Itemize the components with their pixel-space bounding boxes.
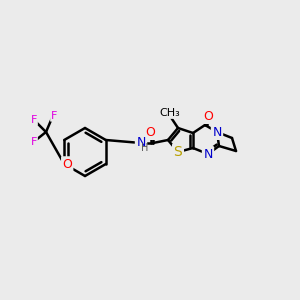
Text: N: N: [203, 148, 213, 160]
Text: O: O: [145, 125, 155, 139]
Text: F: F: [31, 137, 37, 147]
Text: N: N: [212, 125, 222, 139]
Text: F: F: [31, 115, 37, 125]
Text: S: S: [174, 145, 182, 159]
Text: N: N: [136, 136, 146, 149]
Text: O: O: [62, 158, 72, 170]
Text: CH₃: CH₃: [160, 108, 180, 118]
Text: H: H: [141, 143, 149, 153]
Text: F: F: [51, 111, 57, 121]
Text: O: O: [203, 110, 213, 122]
